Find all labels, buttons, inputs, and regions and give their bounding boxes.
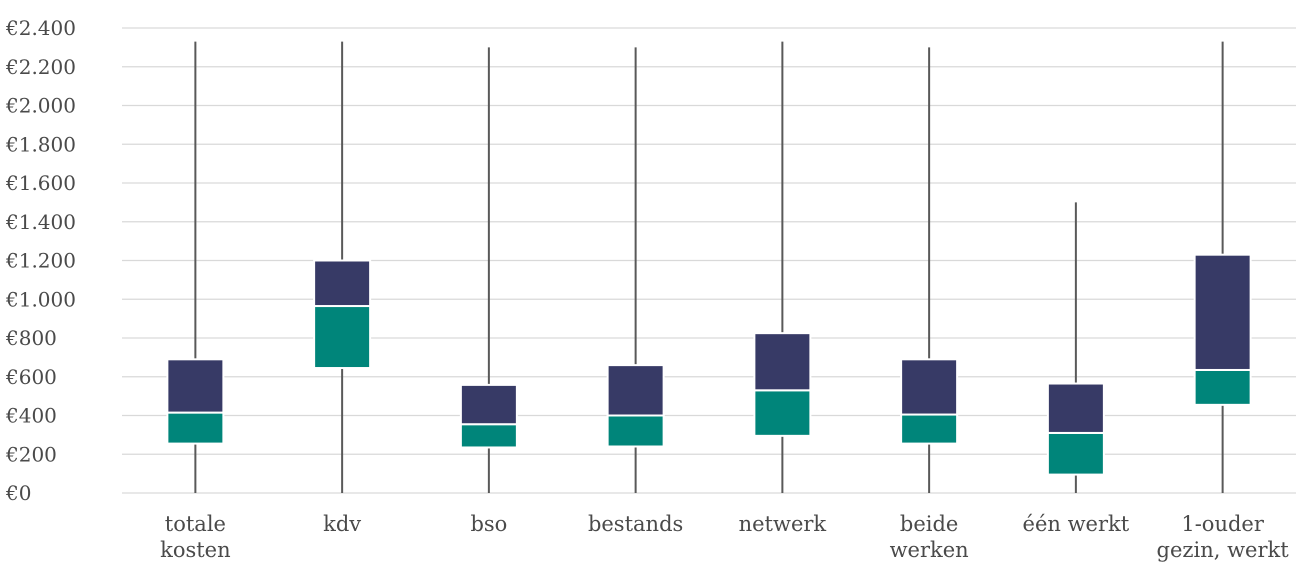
y-tick-label: €1.200 (5, 249, 76, 273)
x-category-label: 1-ouder gezin, werkt (1157, 512, 1290, 562)
lower-box-segment (900, 413, 959, 445)
x-category-label: één werkt (1023, 512, 1130, 536)
lower-box-segment (606, 414, 665, 448)
upper-box-segment (1046, 382, 1105, 434)
upper-box-segment (1193, 253, 1252, 371)
y-tick-label: €600 (5, 365, 57, 389)
x-axis-category-labels: totale kosten kdv bso bestands netwerk beide we… (160, 512, 1289, 562)
y-tick-label: €1.400 (5, 210, 76, 234)
upper-box-segment (753, 332, 812, 392)
x-category-label: beide werken (890, 512, 969, 562)
x-category-label: kdv (323, 512, 361, 536)
x-category-label: totale kosten (160, 512, 231, 562)
upper-box-segment (900, 358, 959, 416)
y-tick-label: €0 (5, 481, 31, 505)
box-group (900, 47, 959, 493)
y-axis-tick-labels: €0 €200 €400 €600 €800 €1.000 €1.200 €1.400 €1.6… (5, 16, 76, 505)
x-category-label: netwerk (739, 512, 827, 536)
box-group (166, 41, 225, 493)
box-group (1046, 202, 1105, 493)
upper-box-segment (166, 358, 225, 414)
lower-box-segment (1046, 431, 1105, 476)
box-group (1193, 41, 1252, 493)
lower-box-segment (313, 305, 372, 370)
y-tick-label: €400 (5, 404, 57, 428)
y-tick-label: €1.000 (5, 287, 76, 311)
box-group (313, 41, 372, 493)
lower-box-segment (459, 423, 518, 449)
y-tick-label: €2.400 (5, 16, 76, 40)
box-group (753, 41, 812, 493)
upper-box-segment (313, 259, 372, 308)
y-tick-label: €1.600 (5, 171, 76, 195)
y-tick-label: €1.800 (5, 132, 76, 156)
x-category-label: bso (470, 512, 507, 536)
box-group (459, 47, 518, 493)
y-tick-label: €200 (5, 442, 57, 466)
upper-box-segment (606, 364, 665, 417)
lower-box-segment (753, 389, 812, 437)
lower-box-segment (1193, 368, 1252, 406)
y-tick-label: €800 (5, 326, 57, 350)
lower-box-segment (166, 411, 225, 445)
y-tick-label: €2.000 (5, 94, 76, 118)
x-category-label: bestands (588, 512, 683, 536)
box-group (606, 47, 665, 493)
y-tick-label: €2.200 (5, 55, 76, 79)
gridlines (122, 27, 1296, 494)
upper-box-segment (459, 383, 518, 426)
box-series (166, 41, 1252, 493)
